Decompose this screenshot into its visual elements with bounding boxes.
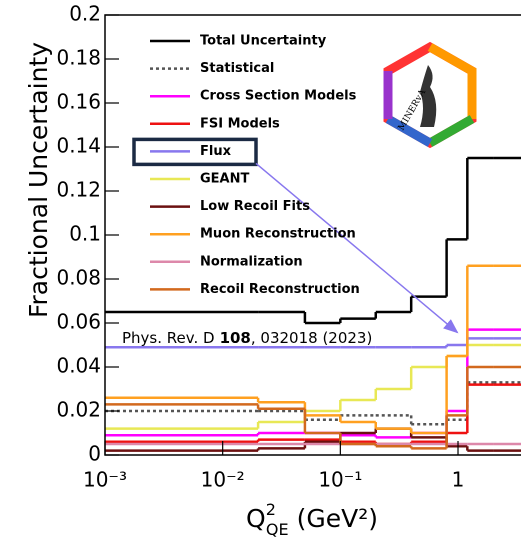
y-tick-label: 0.02 xyxy=(56,398,101,422)
y-tick-label: 0.14 xyxy=(56,134,101,158)
x-tick-label: 10⁻¹ xyxy=(318,468,362,492)
y-tick-label: 0.1 xyxy=(69,222,101,246)
x-axis-label-sub: QE xyxy=(266,520,289,539)
y-tick-label: 0.04 xyxy=(56,354,101,378)
logo: MINERvA xyxy=(388,47,472,143)
legend-label: Recoil Reconstruction xyxy=(200,282,360,297)
highlight-arrow xyxy=(256,163,457,332)
chart: MINERvA Fractional Uncertainty Q2QE (GeV²… xyxy=(0,0,521,542)
legend-label: Normalization xyxy=(200,254,303,269)
legend-label: Muon Reconstruction xyxy=(200,227,356,242)
legend-label: Cross Section Models xyxy=(200,89,357,104)
y-tick-label: 0 xyxy=(88,442,101,466)
legend-label: Flux xyxy=(200,144,232,159)
legend-label: GEANT xyxy=(200,172,249,187)
legend-label: Low Recoil Fits xyxy=(200,199,310,214)
y-tick-label: 0.18 xyxy=(56,46,101,70)
page: MINERvA Fractional Uncertainty Q2QE (GeV²… xyxy=(0,0,521,542)
y-tick-label: 0.2 xyxy=(69,2,101,26)
x-tick-label: 1 xyxy=(452,468,465,492)
y-tick-label: 0.06 xyxy=(56,310,101,334)
annotation-suffix: , 032018 (2023) xyxy=(251,329,372,347)
annotation: Phys. Rev. D 108, 032018 (2023) xyxy=(122,329,372,347)
legend-label: Statistical xyxy=(200,61,274,76)
plot-area xyxy=(105,158,521,451)
y-tick-label: 0.08 xyxy=(56,266,101,290)
legend-label: FSI Models xyxy=(200,116,280,131)
x-axis-label-symbol: Q xyxy=(246,504,266,533)
y-axis-label: Fractional Uncertainty xyxy=(24,42,53,318)
y-tick-label: 0.12 xyxy=(56,178,101,202)
x-axis-label-unit: (GeV²) xyxy=(297,504,378,533)
x-axis-label-sup: 2 xyxy=(266,500,276,519)
x-tick-label: 10⁻² xyxy=(201,468,245,492)
x-tick-label: 10⁻³ xyxy=(83,468,127,492)
annotation-volume: 108 xyxy=(220,329,251,347)
y-tick-label: 0.16 xyxy=(56,90,101,114)
legend-label: Total Uncertainty xyxy=(200,34,327,49)
annotation-prefix: Phys. Rev. D xyxy=(122,329,215,347)
